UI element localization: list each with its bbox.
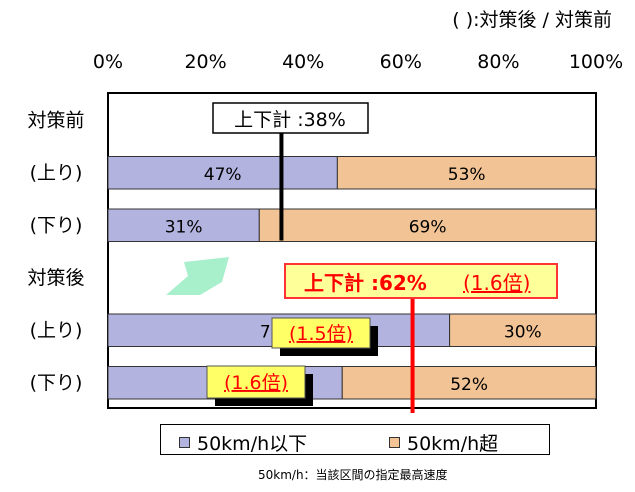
- ratio-callout-label: (1.5倍): [289, 323, 353, 345]
- bar-segment-high: [336, 156, 597, 190]
- ratio-callout-box: [206, 365, 306, 399]
- after-annotation: 上下計 :62%: [304, 271, 427, 295]
- category-label: (下り): [30, 214, 83, 236]
- legend-label-high: 50km/h超: [407, 433, 499, 455]
- bar-segment-high: [341, 366, 597, 400]
- legend-note: ( ):対策後 / 対策前: [452, 9, 612, 31]
- category-label: (上り): [30, 162, 83, 184]
- bar-value-label: 53%: [448, 165, 486, 185]
- bar-value-label: 69%: [409, 217, 447, 237]
- before-annotation: 上下計 :38%: [234, 109, 346, 131]
- x-tick-label: 40%: [282, 51, 324, 73]
- x-tick-label: 80%: [477, 51, 519, 73]
- after-annotation-ratio: (1.6倍): [463, 271, 530, 295]
- plot-frame: [107, 92, 597, 409]
- legend-swatch-low: [179, 437, 190, 448]
- bar-value-label: 31%: [165, 217, 203, 237]
- category-label: 対策後: [27, 267, 84, 289]
- legend-item-low: 50km/h以下: [179, 429, 307, 456]
- x-tick-label: 60%: [380, 51, 422, 73]
- ratio-callout-label: (1.6倍): [224, 372, 288, 394]
- bar-segment-high: [258, 208, 597, 242]
- bar-value-label: 47%: [204, 165, 242, 185]
- bar-value-label: 52%: [450, 375, 488, 395]
- category-label: 対策前: [27, 109, 84, 131]
- ratio-callout-box: [271, 317, 371, 349]
- x-tick-label: 20%: [184, 51, 226, 73]
- bar-value-label: 30%: [504, 322, 542, 342]
- chart-footnote: 50km/h：当該区間の指定最高速度: [258, 468, 448, 482]
- legend-item-high: 50km/h超: [389, 429, 498, 456]
- x-tick-label: 100%: [569, 51, 623, 73]
- legend: 50km/h以下 50km/h超: [160, 424, 550, 455]
- transition-arrow: [166, 257, 229, 295]
- x-tick-label: 0%: [93, 51, 123, 73]
- bar-segment-high: [449, 313, 597, 347]
- legend-swatch-high: [389, 437, 400, 448]
- bar-segment-low: [107, 208, 260, 242]
- bar-segment-low: [107, 156, 338, 190]
- before-annotation-box: [212, 102, 369, 134]
- legend-label-low: 50km/h以下: [197, 433, 308, 455]
- category-label: (上り): [30, 319, 83, 341]
- category-label: (下り): [30, 372, 83, 394]
- after-annotation-box: [284, 263, 558, 299]
